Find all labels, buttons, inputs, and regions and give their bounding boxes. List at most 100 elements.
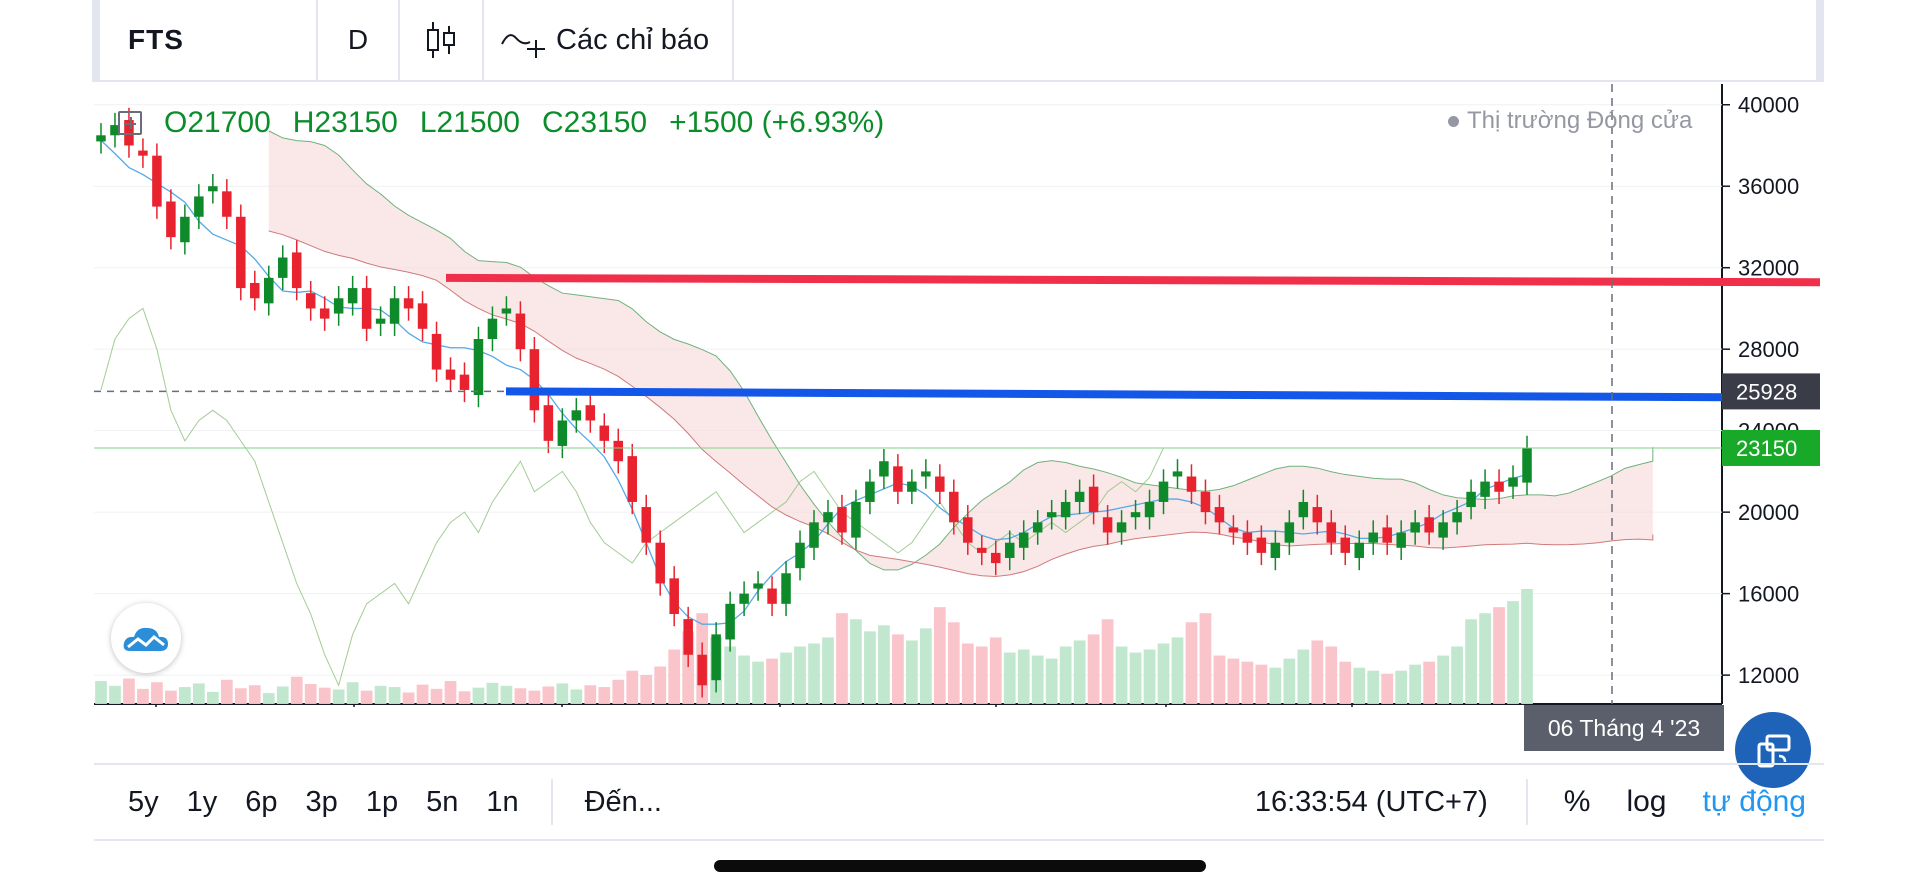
indicators-button[interactable]: Các chỉ báo: [484, 0, 734, 81]
range-5d[interactable]: 5n: [426, 785, 459, 818]
candle-body: [1466, 491, 1476, 508]
volume-bar: [360, 690, 373, 704]
volume-bar: [458, 691, 471, 704]
volume-bar: [1339, 661, 1352, 704]
candle-body: [1214, 507, 1225, 523]
candle-body: [1102, 517, 1113, 533]
separator: [1525, 779, 1528, 825]
volume-bar: [206, 691, 219, 704]
volume-bar: [961, 643, 974, 704]
volume-bar: [430, 688, 443, 704]
volume-bar: [947, 622, 960, 704]
volume-bar: [1493, 607, 1505, 704]
price-tick-label: 32000: [1738, 256, 1799, 281]
price-chart[interactable]: 1200016000200002400028000320003600040000…: [94, 84, 1820, 707]
rotate-screen-button[interactable]: [1735, 712, 1811, 788]
volume-bar: [1143, 649, 1156, 704]
legend-low: L21500: [419, 106, 520, 139]
candle-body: [1158, 481, 1169, 502]
candle-body: [305, 293, 316, 309]
candle-body: [823, 512, 833, 523]
range-3m[interactable]: 3p: [305, 785, 338, 818]
volume-bar: [374, 685, 387, 704]
clock-timezone-button[interactable]: 16:33:54 (UTC+7): [1254, 785, 1488, 818]
volume-bar: [220, 679, 233, 704]
volume-bar: [905, 640, 918, 704]
volume-bar: [1325, 646, 1338, 704]
volume-bar: [137, 688, 149, 704]
volume-bar: [234, 688, 247, 704]
auto-scale-button[interactable]: tự động: [1702, 785, 1807, 818]
symbol-button[interactable]: FTS: [100, 0, 318, 81]
candle-body: [1382, 527, 1392, 543]
candle-body: [110, 125, 120, 136]
indicators-icon: [501, 34, 545, 58]
candle-body: [1200, 491, 1211, 513]
toolbar-frame-left: [92, 0, 100, 82]
volume-bar: [864, 631, 876, 704]
candle-body: [977, 547, 987, 553]
volume-bar: [444, 681, 457, 704]
logo-button[interactable]: [111, 603, 181, 673]
candle-body: [1396, 532, 1406, 548]
range-1y[interactable]: 1y: [186, 785, 218, 818]
volume-bar: [1199, 613, 1212, 704]
volume-bar: [514, 688, 527, 704]
volume-bar: [584, 685, 597, 704]
candle-body: [1172, 471, 1183, 477]
log-scale-button[interactable]: log: [1626, 785, 1667, 818]
candle-body: [194, 196, 204, 217]
range-1d[interactable]: 1n: [486, 785, 519, 818]
volume-bar: [738, 655, 750, 704]
percent-scale-button[interactable]: %: [1563, 785, 1591, 818]
cloud-span-a: [268, 130, 1654, 571]
market-status-label: Thị trường Đóng cửa: [1467, 107, 1693, 134]
volume-bar: [1171, 637, 1184, 704]
volume-bar: [668, 649, 681, 704]
candle-body: [1032, 522, 1043, 533]
candlestick-icon: [427, 22, 455, 58]
volume-bar: [1017, 649, 1030, 704]
candle-body: [1312, 507, 1323, 523]
candle-body: [557, 420, 568, 446]
goto-date-button[interactable]: Đến...: [584, 785, 662, 818]
volume-bar: [682, 631, 695, 704]
volume-bar: [1129, 652, 1142, 704]
candle-body: [1354, 542, 1364, 558]
range-1m[interactable]: 1p: [365, 785, 399, 818]
candle-body: [1508, 477, 1518, 487]
volume-bar: [109, 685, 121, 704]
chart-type-button[interactable]: [400, 0, 484, 81]
volume-bar: [1437, 655, 1449, 704]
candle-body: [347, 288, 358, 304]
volume-bar: [1479, 613, 1491, 704]
candle-body: [1340, 537, 1351, 553]
volume-bar: [808, 643, 820, 704]
volume-bar: [1255, 664, 1268, 704]
candle-body: [1256, 537, 1267, 553]
legend-expand-icon[interactable]: [118, 111, 142, 135]
price-tick-label: 28000: [1738, 337, 1799, 362]
interval-button[interactable]: D: [318, 0, 400, 81]
range-6m[interactable]: 6p: [245, 785, 278, 818]
volume-bar: [1003, 652, 1016, 704]
chart-area[interactable]: 1200016000200002400028000320003600040000…: [94, 84, 1820, 707]
volume-bar: [919, 628, 932, 704]
volume-bar: [1115, 646, 1128, 704]
volume-bar: [1045, 658, 1058, 704]
volume-bar: [794, 646, 806, 704]
volume-bar: [165, 690, 177, 704]
volume-bar: [1521, 589, 1533, 704]
last-price-text: 23150: [1736, 436, 1797, 461]
candle-body: [1298, 501, 1309, 518]
candle-body: [627, 456, 638, 502]
candle-body: [1494, 481, 1504, 492]
price-tick-label: 36000: [1738, 174, 1799, 199]
toolbar-frame-right: [1816, 0, 1824, 82]
ohlc-legend: O21700 H23150 L21500 C23150 +1500 (+6.93…: [118, 105, 884, 141]
price-tick-label: 40000: [1738, 93, 1799, 118]
candle-body: [683, 619, 693, 655]
volume-bar: [1297, 649, 1310, 704]
volume-bar: [500, 685, 513, 704]
range-5y[interactable]: 5y: [128, 785, 159, 818]
